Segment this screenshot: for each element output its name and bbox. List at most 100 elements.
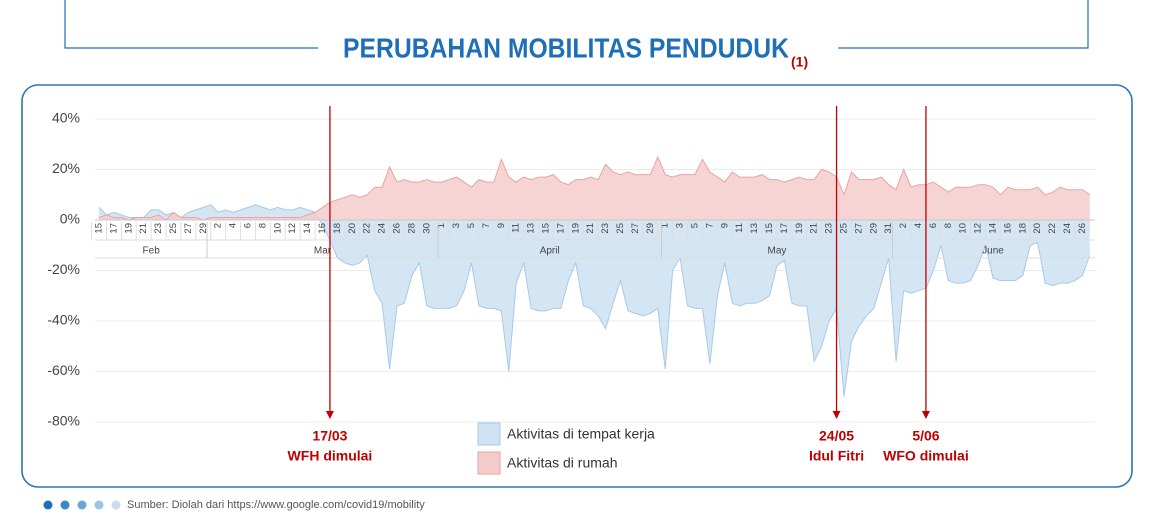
month-label: May (767, 246, 786, 257)
month-label: April (540, 246, 560, 257)
x-tick-label: 23 (824, 223, 835, 234)
x-tick-label: 15 (94, 223, 105, 234)
x-tick-label: 5 (466, 223, 477, 228)
month-label: June (982, 246, 1004, 257)
x-tick-label: 7 (704, 223, 715, 228)
x-tick-label: 13 (749, 223, 760, 234)
x-tick-label: 1 (436, 223, 447, 228)
x-tick-label: 27 (630, 223, 641, 234)
x-tick-label: 27 (853, 223, 864, 234)
x-tick-label: 21 (138, 223, 149, 234)
annotation-date: 17/03 (312, 428, 347, 444)
annotation-text: WFO dimulai (883, 448, 969, 464)
x-tick-label: 12 (287, 223, 298, 234)
title: PERUBAHAN MOBILITAS PENDUDUK (343, 32, 789, 63)
x-tick-label: 3 (451, 223, 462, 228)
x-tick-label: 10 (272, 223, 283, 234)
x-tick-label: 15 (764, 223, 775, 234)
y-tick-label: -60% (47, 362, 80, 378)
footer-dots (43, 500, 121, 510)
x-tick-label: 3 (675, 223, 686, 228)
y-tick-label: 20% (52, 160, 80, 176)
x-tick-label: 5 (690, 223, 701, 228)
title-bracket (64, 0, 318, 49)
legend-label: Aktivitas di tempat kerja (507, 426, 655, 442)
x-tick-label: 24 (1062, 223, 1073, 234)
x-tick-label: 14 (988, 223, 999, 234)
x-tick-label: 19 (794, 223, 805, 234)
annotation-arrow (921, 411, 930, 419)
y-tick-label: -80% (47, 413, 80, 429)
area-line (98, 155, 1091, 221)
x-tick-label: 6 (243, 223, 254, 228)
x-tick-label: 25 (168, 223, 179, 234)
x-tick-label: 8 (943, 223, 954, 228)
x-tick-label: 11 (734, 223, 745, 233)
y-tick-label: 40% (52, 110, 80, 126)
area-fill (99, 156, 1090, 220)
x-tick-label: 20 (1032, 223, 1043, 234)
x-tick-label: 11 (511, 223, 522, 233)
x-tick-label: 18 (332, 223, 343, 234)
x-tick-label: 9 (719, 223, 730, 228)
x-tick-label: 6 (928, 223, 939, 228)
plot: 40%20%0%-20%-40%-60%-80%15 17 19 21 23 25 27 29… (47, 106, 1095, 475)
month-label: Feb (143, 246, 161, 257)
x-tick-label: 27 (183, 223, 194, 234)
annotation-arrow (325, 411, 334, 419)
area-line (98, 204, 1091, 397)
x-tick-label: 16 (317, 223, 328, 234)
x-tick-label: 25 (615, 223, 626, 234)
x-tick-label: 7 (481, 223, 492, 228)
x-tick-label: 17 (555, 223, 566, 234)
x-tick-label: 31 (883, 223, 894, 234)
x-tick-label: 18 (1017, 223, 1028, 234)
source: Sumber: Diolah dari https://www.google.c… (127, 499, 425, 511)
x-tick-label: 22 (1047, 223, 1058, 234)
x-tick-label: 19 (570, 223, 581, 234)
x-tick-label: 26 (392, 223, 403, 234)
y-tick-label: -40% (47, 312, 80, 328)
x-tick-label: 4 (228, 223, 239, 228)
x-tick-label: 25 (839, 223, 850, 234)
annotation-arrow (832, 411, 841, 419)
legend-label: Aktivitas di rumah (507, 455, 617, 471)
x-tick-label: 17 (108, 223, 119, 234)
x-tick-label: 19 (123, 223, 134, 234)
annotation-date: 5/06 (912, 428, 939, 444)
x-tick-label: 2 (213, 223, 224, 228)
x-tick-label: 29 (645, 223, 656, 234)
x-tick-label: 12 (973, 223, 984, 234)
x-tick-label: 29 (868, 223, 879, 234)
x-tick-label: 1 (660, 223, 671, 228)
x-tick-label: 22 (362, 223, 373, 234)
x-tick-label: 29 (198, 223, 209, 234)
x-tick-label: 2 (898, 223, 909, 228)
x-tick-label: 15 (541, 223, 552, 234)
x-tick-label: 16 (1002, 223, 1013, 234)
x-tick-label: 28 (406, 223, 417, 234)
annotation-date: 24/05 (819, 428, 854, 444)
x-tick-label: 17 (779, 223, 790, 234)
legend-swatch (477, 422, 501, 446)
annotation-text: Idul Fitri (809, 448, 864, 464)
x-tick-label: 26 (1077, 223, 1088, 234)
x-tick-label: 30 (421, 223, 432, 234)
title-bracket (838, 0, 1089, 49)
x-tick-label: 4 (913, 223, 924, 228)
legend-swatch (477, 451, 501, 475)
x-tick-label: 9 (496, 223, 507, 228)
x-tick-label: 23 (153, 223, 164, 234)
x-tick-label: 21 (809, 223, 820, 234)
x-tick-label: 8 (257, 223, 268, 228)
title-note: (1) (791, 54, 808, 70)
x-tick-label: 24 (377, 223, 388, 234)
x-tick-label: 13 (526, 223, 537, 234)
x-tick-label: 10 (958, 223, 969, 234)
x-tick-label: 23 (600, 223, 611, 234)
month-label: Mar (314, 246, 332, 257)
x-tick-label: 21 (585, 223, 596, 234)
y-tick-label: -20% (47, 261, 80, 277)
annotation-text: WFH dimulai (288, 448, 373, 464)
